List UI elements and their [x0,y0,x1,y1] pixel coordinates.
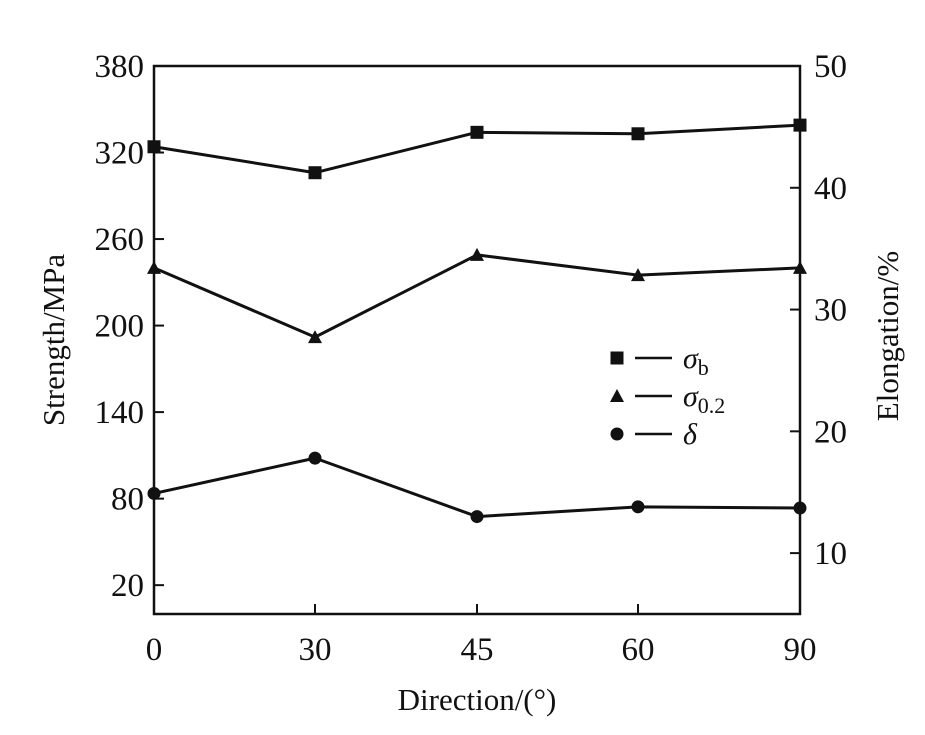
y-axis-title-left: Strength/MPa [36,254,71,426]
x-axis-title: Direction/(°) [398,682,557,717]
data-point [308,330,322,344]
y-left-tick-label: 320 [95,136,145,172]
data-point [793,260,807,274]
series-layer [147,118,807,524]
x-tick-label: 0 [146,632,163,668]
data-point [631,127,645,141]
data-point [470,125,484,139]
legend-subscript: b [698,355,709,380]
series-line [153,253,801,339]
legend-marker [610,351,624,365]
y-left-tick-label: 80 [111,482,144,518]
x-tick-label: 90 [784,632,817,668]
y-right-tick-label: 20 [814,414,847,450]
x-tick-label: 30 [299,632,332,668]
legend-subscript: 0.2 [698,393,726,418]
x-tick-label: 45 [461,632,494,668]
y-right-tick-label: 50 [814,49,847,85]
plot-frame [152,64,802,616]
data-point [793,118,807,132]
data-point [147,260,161,274]
legend-marker [610,427,624,441]
legend-label: σ0.2 [683,380,725,418]
y-left-tick-label: 200 [95,309,145,345]
legend-label: δ [683,418,698,451]
y-axis-title-right: Elongation/% [870,251,905,421]
series-line [153,456,801,519]
data-point [308,166,322,180]
legend-marker [610,389,624,402]
data-point [631,268,645,282]
y-right-tick-label: 40 [814,171,847,207]
data-point [793,501,807,515]
legend-label: σb [683,342,709,380]
data-point [147,486,161,500]
data-point [470,247,484,261]
axis-ticks: 20 80 140 200 260 320 380 10 20 30 40 50 0 30 45 60 90 [95,49,848,668]
data-point [147,140,161,154]
y-left-tick-label: 140 [95,395,145,431]
data-point [308,451,322,465]
y-right-tick-label: 10 [814,536,847,572]
x-tick-label: 60 [622,632,655,668]
y-left-tick-label: 20 [111,568,144,604]
y-right-tick-label: 30 [814,293,847,329]
y-left-tick-label: 260 [95,222,145,258]
data-point [631,500,645,514]
data-point [470,510,484,524]
y-left-tick-label: 380 [95,49,145,85]
